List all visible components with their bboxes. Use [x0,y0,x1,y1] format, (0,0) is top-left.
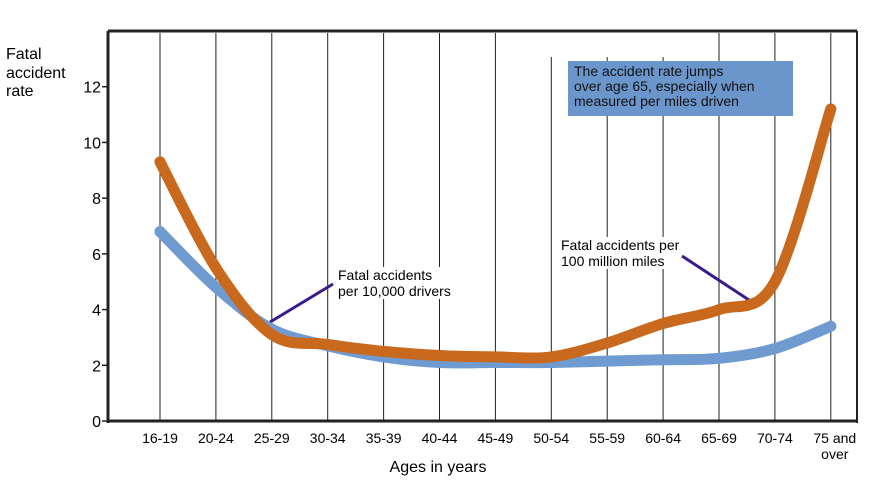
y-tick-label-4: 4 [92,303,101,320]
data-point-miles-55-59 [601,337,613,349]
x-tick-label-65-69: 65-69 [701,430,737,446]
data-point-drivers-16-19 [154,226,166,238]
data-point-miles-16-19 [154,156,166,168]
callout-line-1: The accident rate jumps [574,63,724,79]
data-point-miles-35-39 [378,345,390,357]
miles-label-line-1: Fatal accidents per [561,237,680,253]
callout-line-3: measured per miles driven [574,93,739,109]
x-tick-label-16-19: 16-19 [142,430,178,446]
x-tick-label-50-54: 50-54 [533,430,569,446]
data-point-miles-75 and over [825,103,837,115]
miles-pointer-line [681,254,754,304]
x-axis-label: Ages in years [389,459,487,476]
data-point-drivers-60-64 [657,354,669,366]
y-tick-label-6: 6 [92,247,101,264]
y-axis-label-line-2: accident [6,65,66,82]
data-point-drivers-65-69 [713,352,725,364]
data-point-drivers-20-24 [210,281,222,293]
x-tick-label-60-64: 60-64 [645,430,681,446]
y-tick-labels: 0 2 4 6 8 10 12 [83,80,108,431]
y-axis-label-line-3: rate [6,83,34,100]
drivers-label-line-2: per 10,000 drivers [338,283,451,299]
x-tick-label-25-29: 25-29 [254,430,290,446]
y-tick-label-8: 8 [92,191,101,208]
y-tick-label-12: 12 [83,80,101,97]
miles-label-line-2: 100 million miles [561,253,665,269]
y-tick-label-2: 2 [92,358,101,375]
drivers-pointer-line [269,282,334,324]
drivers-label-line-1: Fatal accidents [338,267,433,283]
data-series [154,103,837,369]
data-point-miles-40-44 [434,350,445,362]
data-point-miles-60-64 [657,318,669,329]
callout-line-2: over age 65, especially when [574,78,755,94]
data-point-miles-65-69 [713,304,725,316]
axes [106,29,858,423]
data-point-miles-70-74 [769,276,781,288]
data-point-drivers-70-74 [769,343,781,355]
drivers-series-label: Fatal accidents per 10,000 drivers [336,267,453,299]
x-tick-label-75 and over: 75 and over [813,430,856,462]
x-tick-label-20-24: 20-24 [198,430,234,446]
y-tick-label-10: 10 [83,135,101,152]
x-tick-labels: 16-19 20-24 25-29 30-34 35-39 40-44 45-49 50-54… [142,430,856,462]
annotation-pointers [269,254,754,324]
data-point-miles-20-24 [210,262,222,274]
callout-box: The accident rate jumps over age 65, esp… [568,61,793,116]
x-tick-label-45-49: 45-49 [477,430,513,446]
y-axis-label-line-1: Fatal [6,46,42,63]
data-point-drivers-75 and over [825,320,837,332]
x-tick-label-35-39: 35-39 [366,430,402,446]
data-point-miles-45-49 [489,351,501,363]
data-point-miles-25-29 [266,329,278,341]
x-tick-label-40-44: 40-44 [422,430,458,446]
x-tick-label-70-74: 70-74 [757,430,793,446]
data-point-drivers-55-59 [601,355,613,367]
data-point-miles-30-34 [322,338,334,350]
x-tick-label-30-34: 30-34 [310,430,346,446]
y-tick-label-0: 0 [92,414,101,431]
x-tick-label-55-59: 55-59 [589,430,625,446]
miles-series-label: Fatal accidents per 100 million miles [559,237,682,269]
data-point-miles-50-54 [545,351,557,363]
